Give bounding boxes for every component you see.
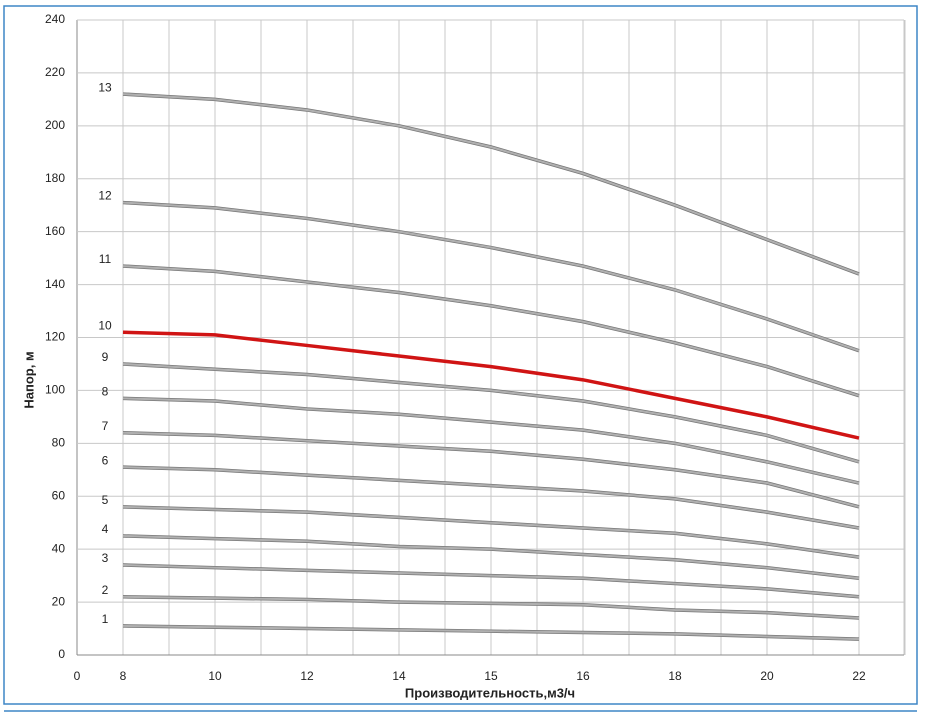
y-tick-label: 140 (45, 277, 65, 291)
y-axis-title: Напор, м (21, 351, 36, 408)
curve-label: 3 (102, 551, 109, 565)
series-line (122, 534, 860, 580)
series-line (122, 265, 860, 397)
y-tick-label: 180 (45, 171, 65, 185)
series-line (122, 564, 860, 598)
y-tick-label: 80 (52, 436, 66, 450)
curve-label: 7 (102, 419, 109, 433)
y-tick-label: 220 (45, 65, 65, 79)
y-tick-label: 240 (45, 12, 65, 26)
series-line (122, 595, 860, 619)
x-tick-label: 0 (74, 669, 81, 683)
curve-label: 4 (102, 522, 109, 536)
series-line (122, 431, 860, 508)
x-tick-label: 10 (208, 669, 222, 683)
curve-label: 12 (98, 189, 112, 203)
x-tick-label: 22 (852, 669, 866, 683)
y-tick-label: 200 (45, 118, 65, 132)
x-tick-label: 12 (300, 669, 314, 683)
x-tick-label: 8 (120, 669, 127, 683)
x-tick-label: 20 (760, 669, 774, 683)
curve-label: 11 (99, 252, 112, 266)
y-tick-label: 160 (45, 224, 65, 238)
series-line (122, 93, 860, 275)
curve-label: 6 (102, 453, 109, 467)
curve-label: 13 (98, 80, 112, 94)
series-line (122, 624, 860, 641)
y-tick-label: 120 (45, 330, 65, 344)
x-tick-label: 14 (392, 669, 406, 683)
x-axis-title: Производительность,м3/ч (405, 685, 575, 700)
curve-label: 10 (98, 318, 112, 332)
y-tick-label: 20 (52, 594, 66, 608)
y-tick-label: 100 (45, 383, 65, 397)
series-line (122, 330, 860, 440)
x-tick-label: 16 (576, 669, 590, 683)
curve-label: 2 (102, 583, 109, 597)
curve-label: 5 (102, 493, 109, 507)
curve-label: 9 (102, 350, 109, 364)
x-tick-label: 15 (484, 669, 498, 683)
series-line (122, 466, 860, 529)
curve-label: 1 (102, 612, 109, 626)
series-line (122, 397, 860, 484)
series-line (122, 362, 860, 463)
x-tick-label: 18 (668, 669, 682, 683)
curve-label: 8 (102, 385, 109, 399)
series-line (122, 201, 860, 352)
y-tick-label: 40 (52, 541, 66, 555)
y-tick-label: 60 (52, 488, 66, 502)
frame (3, 5, 918, 705)
y-tick-label: 0 (58, 647, 65, 661)
series-line (122, 505, 860, 559)
